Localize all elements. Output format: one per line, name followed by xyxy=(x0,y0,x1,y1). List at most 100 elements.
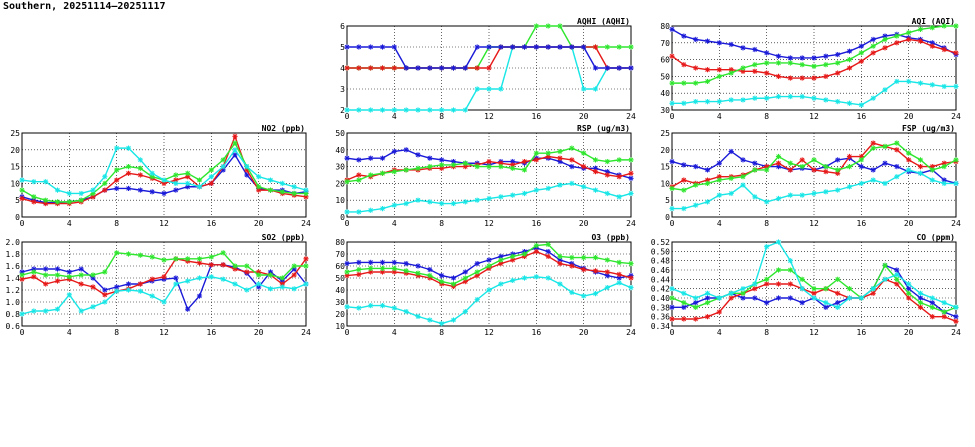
data-point xyxy=(557,23,563,29)
data-point xyxy=(391,148,397,155)
data-point xyxy=(941,309,947,315)
data-point xyxy=(764,60,770,66)
data-point xyxy=(787,60,793,66)
data-point xyxy=(510,165,516,171)
data-point xyxy=(439,321,445,327)
data-point xyxy=(474,273,480,279)
series-line-cyan xyxy=(21,276,307,315)
data-point xyxy=(125,287,132,293)
data-point xyxy=(581,44,587,50)
data-point xyxy=(917,80,924,86)
x-tick-label: 0 xyxy=(345,112,350,121)
data-point xyxy=(137,288,143,294)
data-point xyxy=(43,308,49,314)
data-point xyxy=(450,317,457,323)
data-point xyxy=(510,253,516,259)
data-point xyxy=(232,266,238,272)
series-line-red xyxy=(347,46,631,69)
chart-title: AQI (AQI) xyxy=(912,17,955,26)
series-line-blue xyxy=(346,149,632,180)
data-point xyxy=(616,65,622,71)
y-tick-label: 80 xyxy=(660,22,670,31)
data-point xyxy=(54,199,61,206)
data-point xyxy=(185,184,191,190)
data-point xyxy=(279,284,285,290)
data-point xyxy=(462,160,468,166)
x-tick-label: 4 xyxy=(67,219,72,228)
data-point xyxy=(616,157,622,163)
data-point xyxy=(858,164,864,170)
y-tick-label: 1.6 xyxy=(6,262,21,271)
y-tick-label: 10 xyxy=(10,179,20,188)
data-point xyxy=(569,180,575,186)
data-point xyxy=(953,51,959,58)
data-point xyxy=(486,162,492,168)
data-point xyxy=(521,249,528,255)
data-point xyxy=(439,273,445,279)
data-point xyxy=(545,44,551,50)
data-point xyxy=(102,269,108,275)
data-point xyxy=(740,172,746,178)
series-line-green xyxy=(346,243,632,285)
data-point xyxy=(379,303,386,309)
aqi-panel: 0 4 8 12 16 20 24 30 40 50 60 70 80 AQI (AQI) xyxy=(660,17,961,121)
data-point xyxy=(462,65,468,71)
data-point xyxy=(498,253,504,259)
data-point xyxy=(379,170,386,176)
data-point xyxy=(764,164,770,170)
data-point xyxy=(267,187,274,193)
data-point xyxy=(823,286,829,292)
y-tick-label: 1.2 xyxy=(6,286,21,295)
y-tick-label: 30 xyxy=(660,106,670,115)
data-point xyxy=(882,262,888,268)
plot-frame xyxy=(346,25,632,111)
data-point xyxy=(704,99,711,105)
data-point xyxy=(752,68,758,74)
data-point xyxy=(356,107,362,113)
data-point xyxy=(379,170,386,176)
data-point xyxy=(19,311,25,317)
data-point xyxy=(953,158,959,165)
data-point xyxy=(368,269,374,275)
y-tick-label: 50 xyxy=(660,72,670,81)
data-point xyxy=(161,257,167,263)
data-point xyxy=(368,107,374,113)
data-point xyxy=(510,44,516,50)
data-point xyxy=(173,281,179,287)
data-point xyxy=(161,180,167,186)
data-point xyxy=(681,290,687,296)
data-point xyxy=(486,195,492,202)
data-point xyxy=(728,70,734,76)
data-point xyxy=(66,276,72,282)
data-point xyxy=(291,184,297,190)
co-panel: 0 4 8 12 16 20 240.340.360.380.400.420.440.460… xyxy=(651,233,961,337)
data-point xyxy=(941,314,947,320)
data-point xyxy=(102,292,108,298)
data-point xyxy=(581,265,587,271)
data-point xyxy=(557,44,563,50)
data-point xyxy=(125,281,132,287)
data-point xyxy=(704,180,711,186)
series-line-red xyxy=(671,142,957,188)
data-point xyxy=(102,287,108,293)
series-line-blue xyxy=(346,247,632,279)
data-point xyxy=(533,23,539,29)
data-point xyxy=(78,308,84,314)
data-point xyxy=(303,281,309,287)
data-point xyxy=(764,281,770,287)
data-point xyxy=(764,300,770,306)
data-point xyxy=(628,175,634,181)
data-point xyxy=(799,276,805,282)
data-point xyxy=(173,187,179,193)
data-point xyxy=(941,180,947,186)
data-point xyxy=(356,267,362,273)
y-tick-label: 1.4 xyxy=(6,274,21,283)
data-point xyxy=(681,62,687,68)
x-tick-label: 12 xyxy=(809,112,819,121)
data-point xyxy=(604,65,610,71)
data-point xyxy=(858,180,864,186)
x-tick-label: 20 xyxy=(904,328,914,337)
data-point xyxy=(403,167,409,173)
data-point xyxy=(728,290,734,296)
data-point xyxy=(681,162,687,168)
